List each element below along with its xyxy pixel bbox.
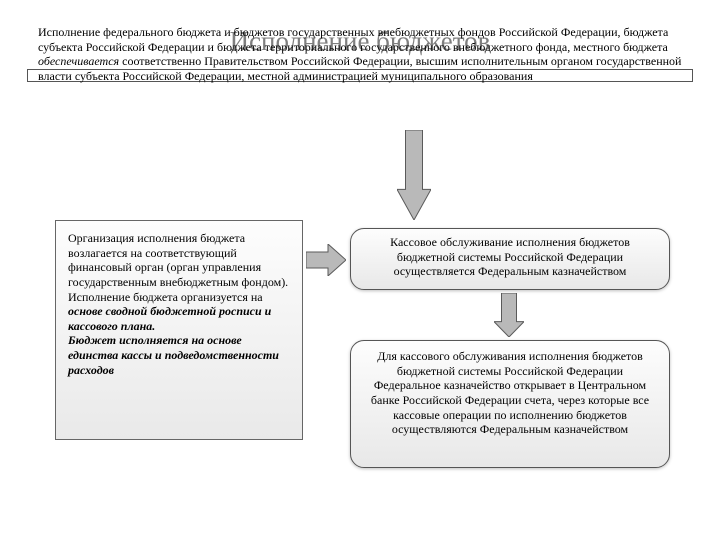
top-right-text: Кассовое обслуживание исполнения бюджето…	[390, 235, 630, 278]
left-bold1: основе сводной бюджетной росписи и кассо…	[68, 304, 271, 333]
top-right-box: Кассовое обслуживание исполнения бюджето…	[350, 228, 670, 290]
bottom-right-box: Для кассового обслуживания исполнения бю…	[350, 340, 670, 468]
arrow-right-icon	[306, 244, 346, 276]
intro-paragraph: Исполнение федерального бюджета и бюджет…	[38, 25, 682, 84]
arrow-down-icon	[397, 130, 431, 220]
intro-text-1: Исполнение федерального бюджета и бюджет…	[38, 25, 668, 54]
intro-italic: обеспечивается	[38, 54, 119, 68]
intro-text-2: соответственно Правительством Российской…	[38, 54, 681, 83]
left-info-box: Организация исполнения бюджета возлагает…	[55, 220, 303, 440]
left-bold2: Бюджет исполняется на основе единства ка…	[68, 333, 279, 376]
arrow-down-2-icon	[494, 293, 524, 337]
left-p1: Организация исполнения бюджета возлагает…	[68, 231, 288, 304]
bottom-right-text: Для кассового обслуживания исполнения бю…	[371, 349, 649, 436]
